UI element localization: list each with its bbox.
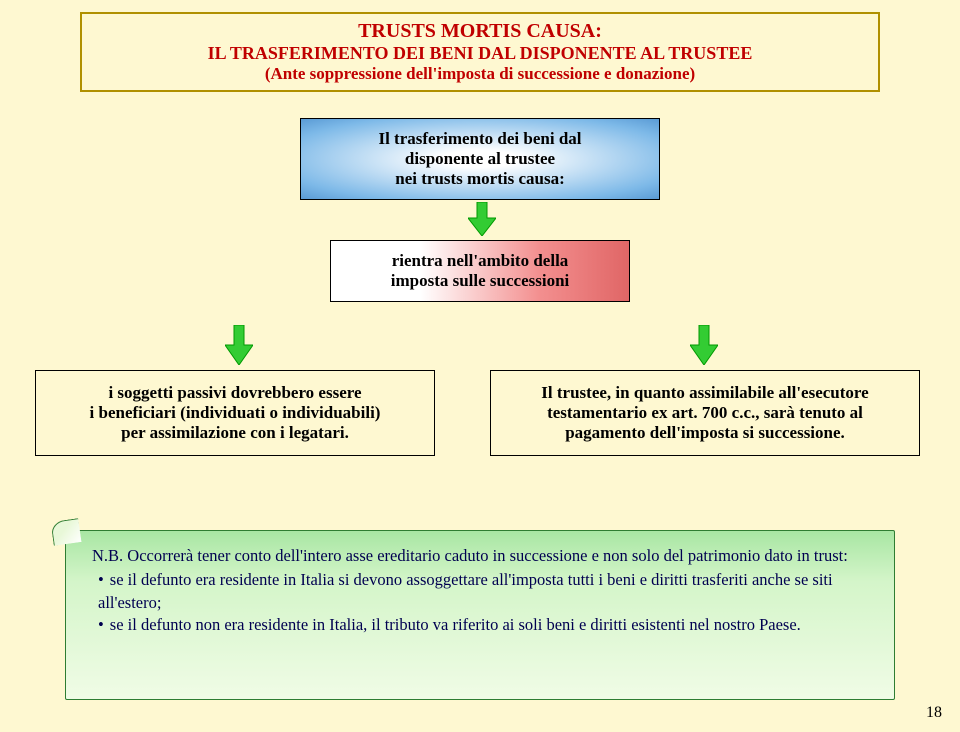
right-box-line2: testamentario ex art. 700 c.c., sarà ten… (505, 403, 905, 423)
note-nb: N.B. (92, 546, 123, 565)
page-curl-icon (50, 518, 81, 546)
title-line-1: TRUSTS MORTIS CAUSA: (90, 20, 870, 43)
note-bullet-2: se il defunto non era residente in Itali… (98, 614, 874, 636)
red-box-line1: rientra nell'ambito della (349, 251, 611, 271)
note-lead: N.B. Occorrerà tener conto dell'intero a… (92, 546, 848, 565)
left-box-line1: i soggetti passivi dovrebbero essere (50, 383, 420, 403)
note-bullet-1: se il defunto era residente in Italia si… (98, 569, 874, 614)
blue-box-line2: disponente al trustee (319, 149, 641, 169)
title-box: TRUSTS MORTIS CAUSA: IL TRASFERIMENTO DE… (80, 12, 880, 92)
red-box: rientra nell'ambito della imposta sulle … (330, 240, 630, 302)
right-box: Il trustee, in quanto assimilabile all'e… (490, 370, 920, 456)
note-bullets: se il defunto era residente in Italia si… (92, 569, 874, 636)
red-box-line2: imposta sulle successioni (349, 271, 611, 291)
blue-box-line1: Il trasferimento dei beni dal (319, 129, 641, 149)
note-lead-text: Occorrerà tener conto dell'intero asse e… (123, 546, 848, 565)
left-box-line2: i beneficiari (individuati o individuabi… (50, 403, 420, 423)
blue-box: Il trasferimento dei beni dal disponente… (300, 118, 660, 200)
right-box-line1: Il trustee, in quanto assimilabile all'e… (505, 383, 905, 403)
note-box: N.B. Occorrerà tener conto dell'intero a… (65, 530, 895, 700)
page-number: 18 (926, 704, 942, 722)
title-line-2: IL TRASFERIMENTO DEI BENI DAL DISPONENTE… (90, 43, 870, 64)
blue-box-line3: nei trusts mortis causa: (319, 169, 641, 189)
right-box-line3: pagamento dell'imposta si successione. (505, 423, 905, 443)
left-box-line3: per assimilazione con i legatari. (50, 423, 420, 443)
title-line-3: (Ante soppressione dell'imposta di succe… (90, 64, 870, 84)
left-box: i soggetti passivi dovrebbero essere i b… (35, 370, 435, 456)
